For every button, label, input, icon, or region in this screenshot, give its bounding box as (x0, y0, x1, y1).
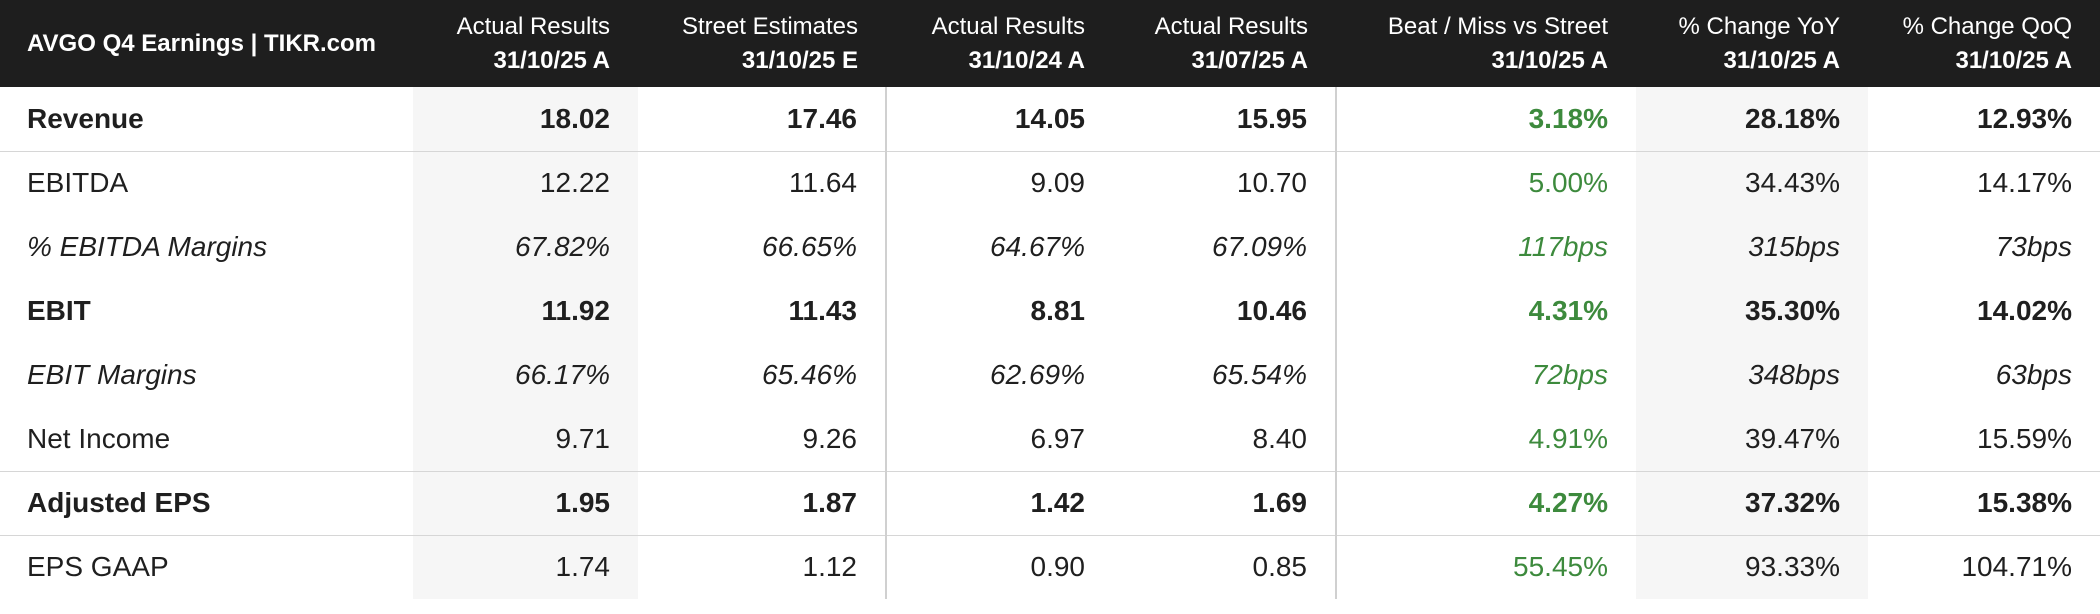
table-cell: 1.12 (802, 551, 858, 583)
table-cell: 8.40 (1113, 407, 1336, 472)
table-cell: 348bps (1636, 343, 1868, 407)
table-cell: 65.54% (1212, 359, 1307, 390)
column-header: % Change YoY 31/10/25 A (1636, 0, 1868, 87)
table-cell: 10.70 (1236, 167, 1307, 199)
table-cell: 34.43% (1636, 151, 1868, 215)
column-header-label: Actual Results (1154, 12, 1308, 40)
column-header-date: 31/10/25 A (1491, 46, 1608, 74)
table-cell: 93.33% (1636, 535, 1868, 599)
table-cell: 11.92 (413, 279, 638, 343)
table-cell: 117bps (1335, 215, 1636, 279)
table-cell: 64.67% (885, 215, 1113, 279)
column-header-date: 31/10/25 A (1955, 46, 2072, 74)
column-header-date: 31/10/25 E (741, 46, 858, 74)
table-cell: 1.95 (413, 471, 638, 536)
table-row-net-income: Net Income 9.71 9.26 6.97 8.40 4.91% 39.… (0, 407, 2100, 472)
column-header: Beat / Miss vs Street 31/10/25 A (1336, 0, 1636, 87)
table-cell: 4.27% (1335, 471, 1636, 536)
table-cell: 1.74 (413, 535, 638, 599)
header-row: AVGO Q4 Earnings | TIKR.com Actual Resul… (0, 0, 2100, 87)
column-header-label: Street Estimates (681, 12, 858, 40)
table-cell: 62.69% (885, 343, 1113, 407)
table-row-adjusted-eps: Adjusted EPS 1.95 1.87 1.42 1.69 4.27% 3… (0, 471, 2100, 536)
row-label: Adjusted EPS (0, 471, 413, 536)
table-cell: 63bps (1995, 359, 2072, 390)
column-header: Street Estimates 31/10/25 E (638, 0, 886, 87)
row-label: Revenue (0, 87, 413, 152)
table-cell: 9.26 (638, 407, 886, 472)
table-title: AVGO Q4 Earnings | TIKR.com (0, 0, 413, 87)
table-cell: 4.91% (1335, 407, 1636, 472)
table-cell: 73bps (1995, 231, 2072, 262)
table-cell: 9.71 (413, 407, 638, 472)
column-header: % Change QoQ 31/10/25 A (1868, 0, 2100, 87)
row-label: % EBITDA Margins (27, 231, 268, 262)
column-header-date: 31/10/24 A (968, 46, 1085, 74)
table-row-eps-gaap: EPS GAAP 1.74 1.12 0.90 0.85 55.45% 93.3… (0, 535, 2100, 599)
table-cell: 15.38% (1868, 471, 2100, 536)
table-cell: 14.05 (885, 87, 1113, 152)
row-label: EPS GAAP (27, 551, 169, 583)
table-cell: 65.46% (762, 359, 857, 390)
table-cell: 11.64 (789, 167, 857, 199)
table-row-ebit-margins: EBIT Margins 66.17% 65.46% 62.69% 65.54%… (0, 343, 2100, 407)
table-cell: 11.43 (788, 295, 857, 326)
table-cell: 4.31% (1335, 279, 1636, 343)
table-cell: 0.85 (1252, 551, 1308, 583)
column-header-label: % Change YoY (1678, 12, 1840, 40)
table-row-ebitda-margins: % EBITDA Margins 67.82% 66.65% 64.67% 67… (0, 215, 2100, 279)
row-label: EBITDA (27, 167, 129, 199)
table-cell: 66.65% (762, 231, 857, 262)
table-cell: 315bps (1636, 215, 1868, 279)
table-row-revenue: Revenue 18.02 17.46 14.05 15.95 3.18% 28… (0, 87, 2100, 152)
row-label: EBIT (27, 295, 91, 326)
table-cell: 15.59% (1868, 407, 2100, 472)
table-cell: 1.87 (638, 471, 886, 536)
row-label: Net Income (0, 407, 413, 472)
column-header-label: Beat / Miss vs Street (1387, 12, 1608, 40)
column-header-date: 31/07/25 A (1191, 46, 1308, 74)
table-cell: 17.46 (638, 87, 886, 152)
column-header-label: Actual Results (931, 12, 1085, 40)
column-header-label: % Change QoQ (1902, 12, 2072, 40)
table-cell: 5.00% (1335, 151, 1636, 215)
column-header: Actual Results 31/10/24 A (886, 0, 1113, 87)
table-cell: 9.09 (885, 151, 1113, 215)
table-cell: 6.97 (885, 407, 1113, 472)
table-cell: 37.32% (1636, 471, 1868, 536)
table-cell: 3.18% (1335, 87, 1636, 152)
column-header-date: 31/10/25 A (1723, 46, 1840, 74)
table-cell: 12.93% (1868, 87, 2100, 152)
table-cell: 28.18% (1636, 87, 1868, 152)
table-cell: 12.22 (413, 151, 638, 215)
table-cell: 10.46 (1236, 295, 1307, 326)
table-cell: 67.09% (1212, 231, 1307, 262)
table-cell: 8.81 (885, 279, 1113, 343)
column-header-label: Actual Results (456, 12, 610, 40)
table-cell: 1.69 (1113, 471, 1336, 536)
table-cell: 0.90 (885, 535, 1113, 599)
earnings-table: AVGO Q4 Earnings | TIKR.com Actual Resul… (0, 0, 2100, 599)
table-cell: 67.82% (413, 215, 638, 279)
table-cell: 14.02% (1977, 295, 2072, 326)
table-cell: 39.47% (1636, 407, 1868, 472)
table-row-ebitda: EBITDA 12.22 11.64 9.09 10.70 5.00% 34.4… (0, 151, 2100, 215)
table-cell: 18.02 (413, 87, 638, 152)
table-cell: 66.17% (413, 343, 638, 407)
table-row-ebit: EBIT 11.92 11.43 8.81 10.46 4.31% 35.30%… (0, 279, 2100, 343)
table-cell: 1.42 (885, 471, 1113, 536)
column-header: Actual Results 31/10/25 A (413, 0, 638, 87)
column-header-date: 31/10/25 A (493, 46, 610, 74)
table-cell: 15.95 (1113, 87, 1336, 152)
table-cell: 55.45% (1335, 535, 1636, 599)
table-cell: 72bps (1335, 343, 1636, 407)
table-cell: 104.71% (1961, 551, 2072, 583)
table-cell: 14.17% (1977, 167, 2072, 199)
row-label: EBIT Margins (27, 359, 197, 390)
table-cell: 35.30% (1636, 279, 1868, 343)
column-header: Actual Results 31/07/25 A (1113, 0, 1336, 87)
